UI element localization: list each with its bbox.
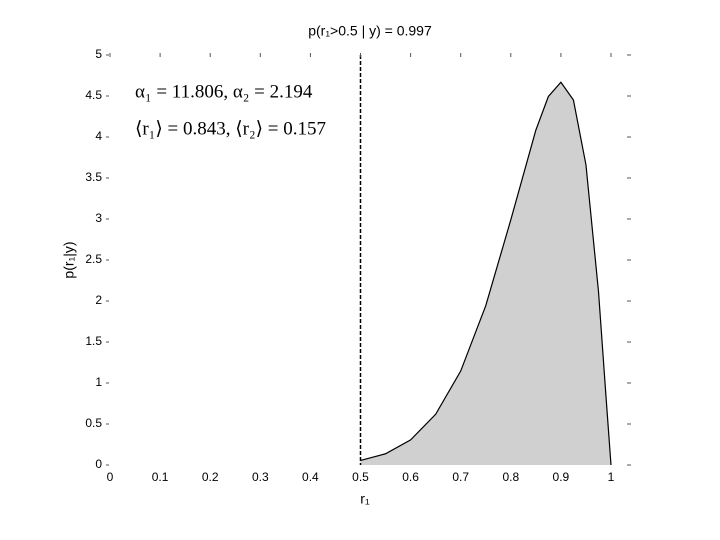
x-tick-label: 0.8 bbox=[502, 470, 519, 484]
y-tick-label: 2 bbox=[95, 293, 102, 307]
y-tick-label: 3.5 bbox=[85, 170, 102, 184]
y-tick-label: 4 bbox=[95, 129, 102, 143]
annotation: ⟨r₁⟩ = 0.843, ⟨r₂⟩ = 0.157 bbox=[135, 118, 326, 139]
x-tick-label: 0.9 bbox=[553, 470, 570, 484]
y-axis-label: p(r₁|y) bbox=[61, 241, 77, 278]
y-tick-label: 3 bbox=[95, 211, 102, 225]
x-tick-label: 0.2 bbox=[202, 470, 219, 484]
x-tick-label: 0 bbox=[107, 470, 114, 484]
y-tick-label: 5 bbox=[95, 47, 102, 61]
y-tick-label: 0 bbox=[95, 457, 102, 471]
y-tick-label: 4.5 bbox=[85, 88, 102, 102]
x-tick-label: 0.3 bbox=[252, 470, 269, 484]
chart-title: p(r₁>0.5 | y) = 0.997 bbox=[308, 23, 432, 39]
x-tick-label: 0.6 bbox=[402, 470, 419, 484]
area bbox=[360, 82, 611, 465]
x-tick-label: 0.1 bbox=[152, 470, 169, 484]
line bbox=[360, 81, 612, 466]
x-axis-label: r₁ bbox=[360, 491, 370, 507]
y-tick-label: 1.5 bbox=[85, 334, 102, 348]
x-tick-label: 1 bbox=[608, 470, 615, 484]
x-tick-label: 0.7 bbox=[452, 470, 469, 484]
y-tick-label: 1 bbox=[95, 375, 102, 389]
annotation: α₁ = 11.806, α₂ = 2.194 bbox=[135, 81, 313, 102]
y-tick-label: 0.5 bbox=[85, 416, 102, 430]
x-tick-label: 0.5 bbox=[352, 470, 369, 484]
x-tick-label: 0.4 bbox=[302, 470, 319, 484]
y-tick-label: 2.5 bbox=[85, 252, 102, 266]
